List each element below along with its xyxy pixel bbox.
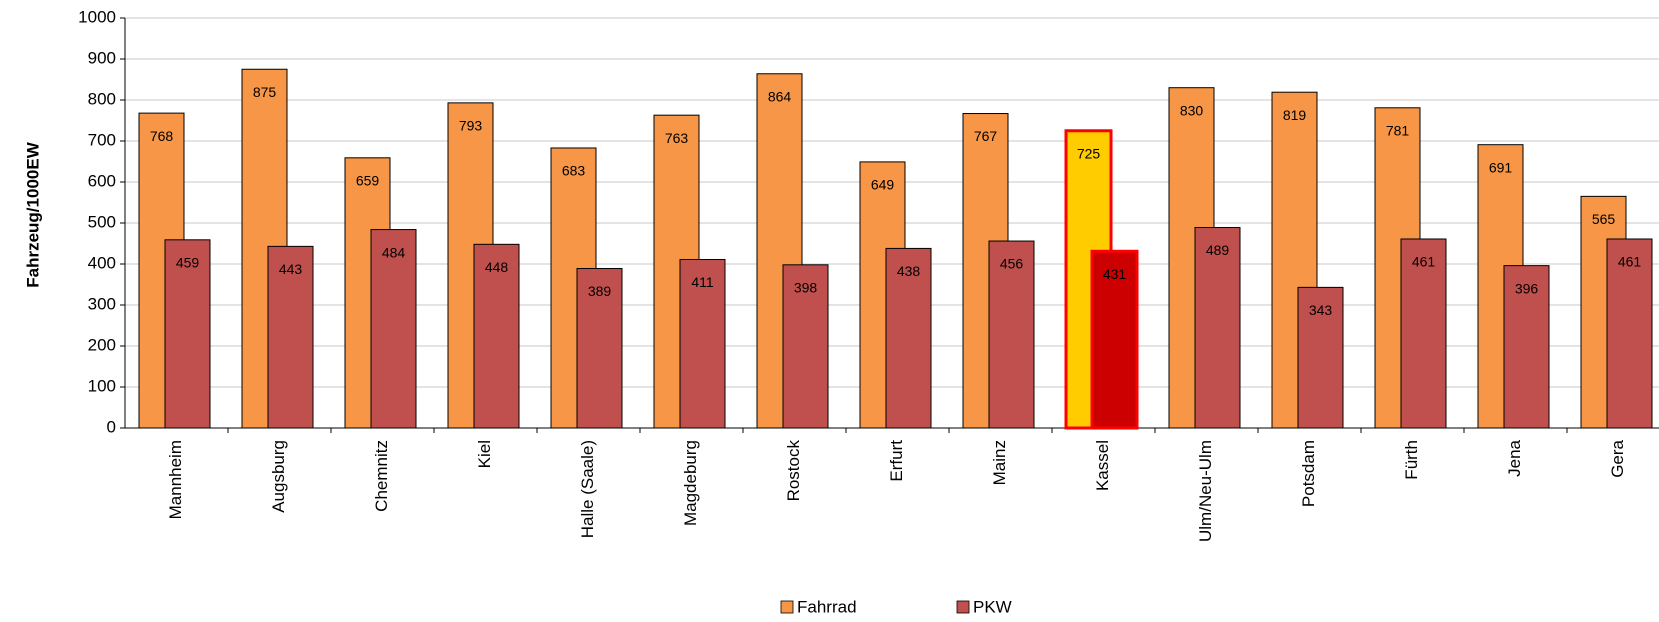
bar: [1400, 238, 1447, 429]
data-label: 659: [356, 173, 380, 189]
legend-label: PKW: [973, 597, 1012, 616]
data-label: 763: [665, 130, 689, 146]
x-tick-label: Mainz: [990, 440, 1009, 485]
y-tick-label: 700: [88, 130, 116, 149]
data-label: 683: [562, 163, 586, 179]
bar: [164, 239, 211, 429]
data-label: 767: [974, 128, 998, 144]
data-label: 649: [871, 177, 895, 193]
bar: [1503, 265, 1550, 429]
data-label: 456: [1000, 256, 1024, 272]
bar: [370, 229, 417, 429]
x-tick-label: Kiel: [475, 440, 494, 468]
bar: [988, 240, 1035, 429]
data-label: 725: [1077, 145, 1101, 161]
data-label: 343: [1309, 302, 1333, 318]
x-tick-label: Magdeburg: [681, 440, 700, 526]
legend-swatch: [956, 600, 970, 614]
bar: [576, 268, 623, 429]
x-tick-label: Gera: [1608, 439, 1627, 477]
x-tick-label: Halle (Saale): [578, 440, 597, 538]
bar: [782, 264, 829, 429]
x-tick-label: Fürth: [1402, 440, 1421, 480]
data-label: 461: [1618, 254, 1642, 270]
y-tick-label: 0: [107, 417, 116, 436]
legend-label: Fahrrad: [797, 597, 857, 616]
data-label: 459: [176, 255, 200, 271]
data-label: 691: [1489, 159, 1513, 175]
bar: [1606, 238, 1653, 429]
bar: [1090, 249, 1139, 430]
y-tick-label: 800: [88, 89, 116, 108]
x-tick-label: Rostock: [784, 440, 803, 502]
x-tick-label: Potsdam: [1299, 440, 1318, 507]
x-tick-label: Jena: [1505, 439, 1524, 476]
data-label: 819: [1283, 107, 1307, 123]
bar: [267, 245, 314, 429]
data-label: 443: [279, 261, 303, 277]
data-label: 431: [1103, 266, 1127, 282]
y-tick-label: 300: [88, 294, 116, 313]
data-label: 830: [1180, 102, 1204, 118]
bar: [885, 247, 932, 429]
y-tick-label: 600: [88, 171, 116, 190]
data-label: 389: [588, 283, 612, 299]
data-label: 768: [150, 128, 174, 144]
y-tick-label: 500: [88, 212, 116, 231]
data-label: 793: [459, 118, 483, 134]
bar: [473, 243, 520, 429]
data-label: 489: [1206, 242, 1230, 258]
y-tick-label: 100: [88, 376, 116, 395]
data-label: 875: [253, 84, 277, 100]
legend-swatch: [780, 600, 794, 614]
data-label: 411: [691, 274, 714, 290]
bar: [1297, 286, 1344, 429]
data-label: 461: [1412, 254, 1436, 270]
data-label: 438: [897, 263, 921, 279]
bar: [679, 258, 726, 429]
data-label: 484: [382, 244, 406, 260]
x-tick-label: Augsburg: [269, 440, 288, 513]
x-tick-label: Ulm/Neu-Ulm: [1196, 440, 1215, 542]
data-label: 565: [1592, 211, 1616, 227]
x-tick-label: Erfurt: [887, 440, 906, 482]
y-tick-label: 900: [88, 48, 116, 67]
y-tick-label: 200: [88, 335, 116, 354]
x-tick-label: Mannheim: [166, 440, 185, 519]
data-label: 864: [768, 88, 792, 104]
y-tick-label: 1000: [78, 7, 116, 26]
data-label: 448: [485, 259, 509, 275]
y-axis-label: Fahrzeug/1000EW: [23, 141, 42, 287]
y-tick-label: 400: [88, 253, 116, 272]
data-label: 781: [1386, 122, 1410, 138]
data-label: 396: [1515, 280, 1539, 296]
x-tick-label: Kassel: [1093, 440, 1112, 491]
bar: [1194, 227, 1241, 429]
data-label: 398: [794, 280, 818, 296]
x-tick-label: Chemnitz: [372, 440, 391, 512]
